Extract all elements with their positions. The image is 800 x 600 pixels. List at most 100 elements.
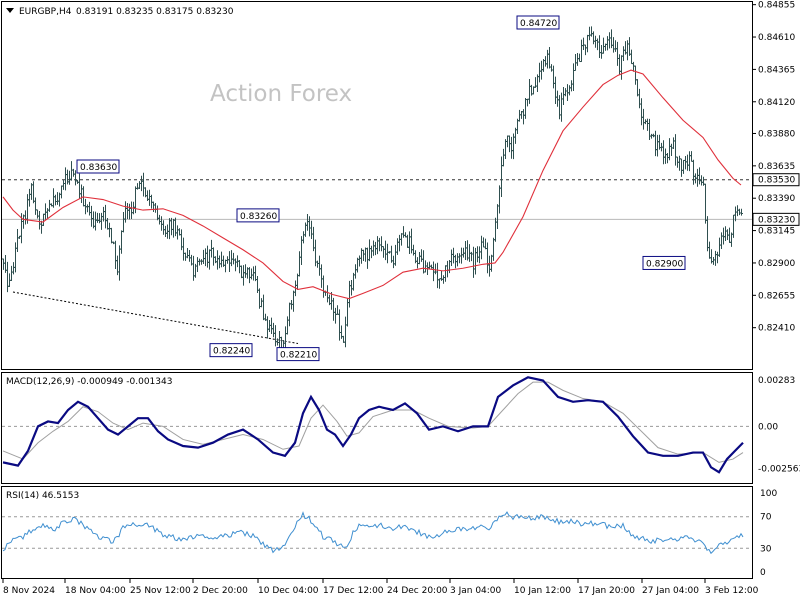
ohlc-bar	[478, 246, 481, 264]
ohlc-bar	[502, 148, 505, 167]
ohlc-bar	[86, 204, 89, 213]
ohlc-bar	[452, 247, 455, 264]
ohlc-bar	[382, 246, 385, 258]
price-tick-label: 0.84855	[758, 1, 795, 11]
moving-average	[2, 69, 742, 300]
ohlc-bar	[522, 109, 525, 125]
ohlc-bar	[266, 316, 269, 339]
ohlc-bar	[62, 180, 65, 190]
ohlc-bar	[474, 247, 477, 275]
ohlc-bar	[686, 154, 689, 171]
ohlc-bar	[136, 183, 139, 190]
ohlc-bar	[722, 227, 725, 245]
ohlc-bar	[334, 307, 337, 324]
macd-signal-line	[2, 381, 744, 463]
ohlc-bar	[648, 118, 651, 140]
ohlc-bar	[700, 175, 703, 186]
ohlc-bar	[240, 265, 243, 279]
price-tick-label: 0.83880	[758, 129, 795, 139]
x-tick-label: 17 Jan 20:00	[578, 586, 635, 596]
price-tick-label: 0.83145	[758, 227, 795, 237]
ohlc-bar	[688, 151, 691, 172]
ohlc-bar	[718, 237, 721, 257]
rsi-line	[2, 511, 744, 555]
ohlc-bar	[416, 257, 419, 269]
ohlc-bar	[88, 201, 91, 216]
ohlc-bar	[152, 201, 155, 213]
ohlc-bar	[492, 237, 495, 261]
ohlc-bar	[698, 167, 701, 185]
macd-tick-label: 0.00	[758, 422, 778, 432]
price-annotation: 0.83260	[236, 208, 280, 223]
macd-label: MACD(12,26,9) -0.000949 -0.001343	[6, 377, 172, 387]
level-price-box	[752, 173, 800, 187]
ohlc-bar	[32, 181, 35, 204]
ohlc-bar	[386, 243, 389, 264]
price-annotations: 0.83630 0.83260 0.82240 0.82210 0.84720 0.829…	[76, 15, 686, 362]
ohlc-bar	[564, 88, 567, 97]
ohlc-bar	[594, 35, 597, 48]
ohlc-bar	[250, 268, 253, 280]
ohlc-bar	[56, 192, 59, 205]
chart-menu-arrow-icon[interactable]	[6, 8, 14, 13]
ohlc-bar	[292, 290, 295, 312]
ohlc-bar	[234, 258, 237, 272]
ohlc-bar	[376, 236, 379, 255]
ohlc-bar	[656, 134, 659, 157]
ohlc-bar	[394, 244, 397, 266]
ohlc-bar	[272, 322, 275, 338]
price-annotation-box	[642, 255, 686, 270]
ohlc-bar	[64, 167, 67, 191]
ohlc-bar	[666, 153, 669, 164]
ohlc-bar	[494, 217, 497, 242]
ohlc-bar	[118, 245, 121, 281]
ohlc-bar	[488, 255, 491, 277]
ohlc-bar	[504, 139, 507, 159]
ohlc-bar	[114, 240, 117, 270]
ohlc-bar	[558, 95, 561, 120]
ohlc-bar	[556, 90, 559, 107]
ohlc-bar	[740, 208, 743, 216]
ohlc-bar	[606, 36, 609, 51]
ohlc-bar	[728, 227, 731, 243]
rsi-label: RSI(14) 46.5153	[6, 491, 79, 501]
x-tick-label: 8 Nov 2024	[3, 586, 55, 596]
ohlc-bar	[206, 245, 209, 268]
ohlc-bar	[186, 247, 189, 259]
ohlc-bar	[562, 87, 565, 105]
ohlc-bar	[48, 199, 51, 212]
ohlc-bar	[268, 320, 271, 333]
level-price-label: 0.83230	[758, 215, 795, 225]
horizontal-levels	[2, 179, 752, 220]
trendline-segment	[12, 291, 299, 345]
ohlc-bar	[40, 220, 43, 234]
price-annotation-box	[209, 343, 253, 358]
ohlc-bar	[348, 280, 351, 308]
ohlc-bar	[510, 136, 513, 159]
ohlc-bar	[612, 37, 615, 53]
ohlc-bar	[364, 247, 367, 262]
ohlc-bar	[470, 251, 473, 262]
ohlc-bar	[142, 172, 145, 197]
ohlc-bar	[198, 258, 201, 266]
ohlc-bar	[484, 238, 487, 250]
ohlc-bar	[498, 185, 501, 214]
moving-average-line	[2, 69, 742, 300]
price-tick-label: 0.82410	[758, 324, 795, 334]
ohlc-bar	[82, 186, 85, 207]
price-annotation-label: 0.83260	[240, 212, 277, 222]
ohlc-bar	[622, 46, 625, 61]
x-tick-label: 27 Jan 04:00	[642, 586, 699, 596]
ohlc-bar	[164, 225, 167, 237]
ohlc-bar	[590, 26, 593, 37]
ohlc-bar	[10, 265, 13, 282]
ohlc-bar	[244, 264, 247, 278]
price-annotation-label: 0.82900	[646, 259, 683, 269]
ohlc-bar	[72, 168, 75, 177]
rsi-tick-label: 70	[760, 513, 772, 523]
ohlc-bar	[456, 253, 459, 267]
ohlc-bar	[298, 251, 301, 277]
ohlc-bar	[220, 251, 223, 268]
ohlc-bar	[736, 205, 739, 217]
